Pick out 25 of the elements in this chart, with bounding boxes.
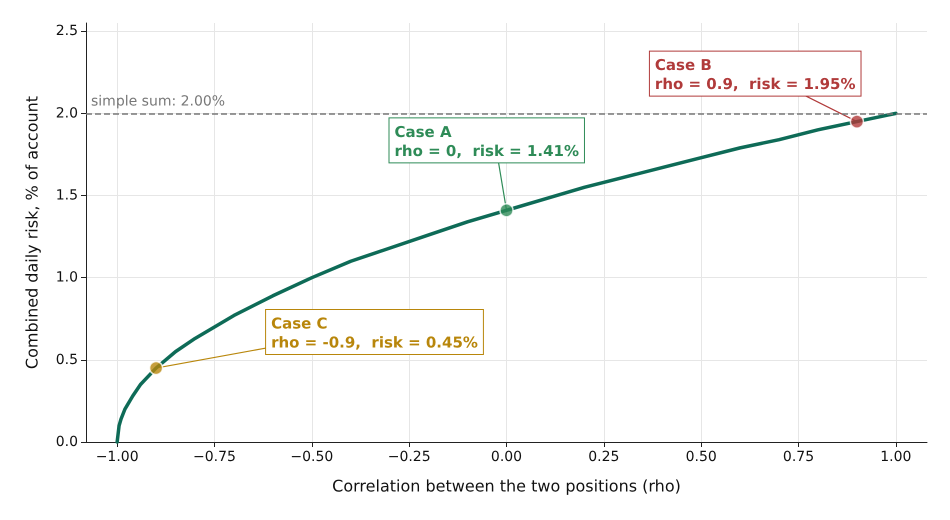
x-tick-label: 0.75 <box>782 449 814 465</box>
x-axis-title: Correlation between the two positions (rho) <box>332 476 681 496</box>
y-tick-label: 2.5 <box>56 23 78 40</box>
x-tick-label: 0.50 <box>686 449 717 465</box>
line-series <box>115 112 898 444</box>
x-tick-label: −0.50 <box>290 449 334 465</box>
annotation: Case C rho = -0.9, risk = 0.45% <box>271 314 478 352</box>
y-tick-label: 0.0 <box>56 434 78 450</box>
x-tick-label: −1.00 <box>96 449 139 465</box>
x-tick-label: 0.00 <box>490 449 522 465</box>
x-tick-label: −0.25 <box>388 449 431 465</box>
x-tick-label: 0.25 <box>588 449 620 465</box>
y-tick-label: 0.5 <box>56 352 78 368</box>
y-tick-label: 1.0 <box>56 270 78 286</box>
y-axis-title: Combined daily risk, % of account <box>22 96 42 370</box>
y-tick-label: 1.5 <box>56 188 78 204</box>
ref-line-label: simple sum: 2.00% <box>91 93 226 110</box>
x-tick-label: 1.00 <box>880 449 912 465</box>
point <box>499 203 514 218</box>
point <box>148 360 164 376</box>
annotation: Case A rho = 0, risk = 1.41% <box>394 122 579 160</box>
point <box>850 114 864 129</box>
x-tick-label: −0.75 <box>193 449 236 465</box>
annotation: Case B rho = 0.9, risk = 1.95% <box>654 56 856 94</box>
y-tick-label: 2.0 <box>56 105 78 122</box>
